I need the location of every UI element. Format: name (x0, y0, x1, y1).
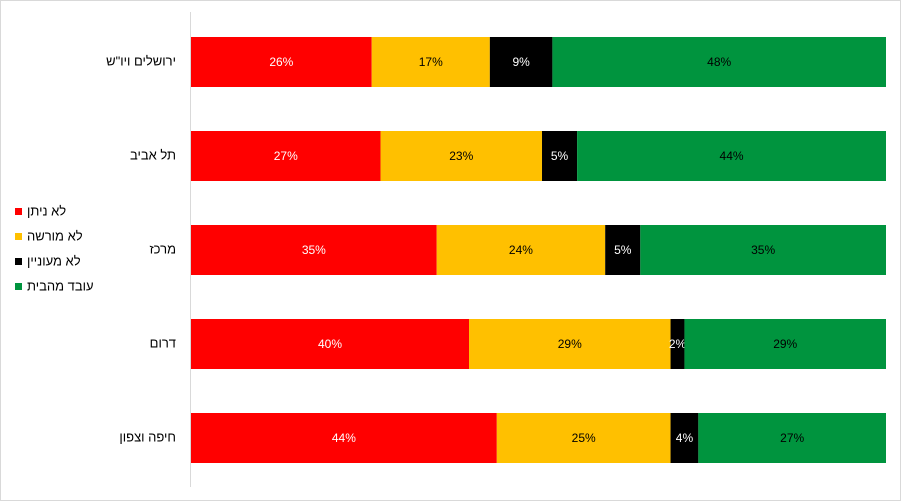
bar-segment (640, 225, 886, 275)
legend-swatch (15, 258, 22, 265)
data-label: 35% (751, 243, 775, 257)
category-label: תל אביב (130, 147, 176, 162)
category-label: ירושלים ויו"ש (106, 53, 176, 68)
data-label: 23% (449, 149, 473, 163)
bar-segment (684, 319, 886, 369)
bar-segment (496, 413, 671, 463)
category-label: חיפה וצפון (119, 429, 176, 444)
bar-segment (191, 413, 497, 463)
bar-segment (371, 37, 490, 87)
legend-label: לא ניתן (27, 203, 66, 218)
data-label: 29% (558, 337, 582, 351)
data-label: 27% (780, 431, 804, 445)
data-label: 35% (302, 243, 326, 257)
bar-segment (552, 37, 886, 87)
category-label: מרכז (149, 241, 176, 256)
bar-segment (191, 319, 469, 369)
legend-swatch (15, 233, 22, 240)
bar-segment (670, 319, 685, 369)
bar-segment (605, 225, 641, 275)
data-label: 25% (572, 431, 596, 445)
bar-segment (670, 413, 699, 463)
data-label: 26% (269, 55, 293, 69)
data-label: 2% (669, 337, 687, 351)
data-label: 5% (614, 243, 632, 257)
data-label: 48% (707, 55, 731, 69)
data-label: 44% (332, 431, 356, 445)
bar-segment (191, 131, 381, 181)
bar-segment (191, 225, 437, 275)
bar-segment (436, 225, 606, 275)
bar-segment (489, 37, 553, 87)
data-label: 44% (720, 149, 744, 163)
legend-label: לא מעוניין (27, 253, 81, 268)
data-label: 27% (274, 149, 298, 163)
legend-label: לא מורשה (27, 228, 83, 243)
legend-swatch (15, 208, 22, 215)
data-label: 9% (512, 55, 530, 69)
bar-segment (469, 319, 671, 369)
data-label: 29% (773, 337, 797, 351)
data-label: 40% (318, 337, 342, 351)
data-label: 4% (676, 431, 694, 445)
data-label: 5% (551, 149, 569, 163)
legend-swatch (15, 283, 22, 290)
data-label: 17% (419, 55, 443, 69)
category-label: דרום (150, 335, 176, 350)
bar-segment (577, 131, 886, 181)
legend-label: עובד מהבית (27, 278, 94, 293)
data-label: 24% (509, 243, 533, 257)
bar-segment (542, 131, 578, 181)
bar-segment (380, 131, 543, 181)
bar-segment (191, 37, 372, 87)
bar-segment (698, 413, 886, 463)
